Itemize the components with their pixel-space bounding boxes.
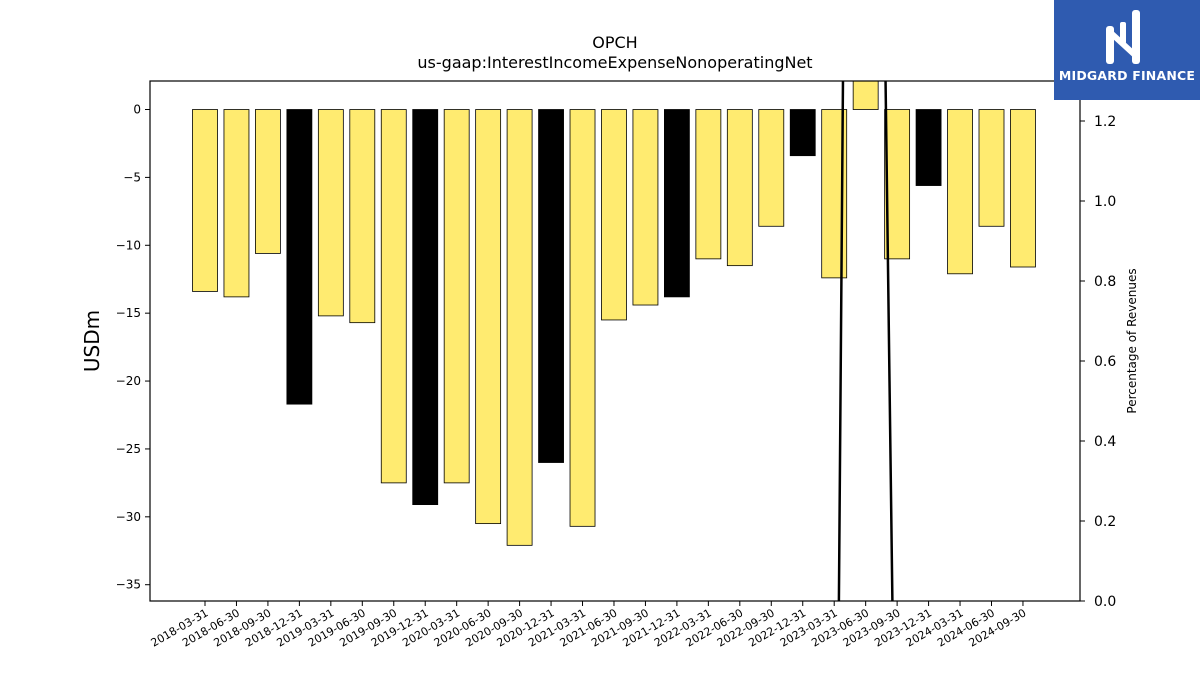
bar-2024-06-30 [978,109,1005,227]
y2-tick-label: 0.4 [1094,434,1116,450]
y2-axis-label: Percentage of Revenues [1125,268,1139,413]
bar-2021-06-30 [601,109,627,321]
y-tick-label: −25 [116,442,141,456]
bar-2019-09-30 [380,109,407,484]
bar-2024-09-30 [1010,109,1036,268]
midgard-logo-icon [1106,10,1140,64]
bar-2021-12-31 [664,109,690,298]
bar-2018-03-31 [192,109,218,292]
bar-2020-12-31 [538,109,564,463]
plot-frame [149,80,1081,602]
bar-2022-03-31 [695,109,722,260]
y-tick-label: −5 [123,170,141,184]
bar-2018-09-30 [255,109,281,254]
percentage-line [837,81,894,601]
logo-text: MIDGARD FINANCE [1058,68,1196,83]
bar-2018-12-31 [286,109,313,405]
x-axis: 2018-03-312018-06-302018-09-302018-12-31… [149,601,1028,650]
bar-2024-03-31 [947,109,973,275]
chart-subtitle: us-gaap:InterestIncomeExpenseNonoperatin… [417,53,812,72]
bar-2020-06-30 [475,109,502,525]
y2-tick-label: 0.8 [1094,274,1116,290]
y2-tick-label: 1.2 [1094,114,1116,130]
bar-2020-03-31 [443,109,470,484]
bar-2020-09-30 [506,109,533,546]
midgard-finance-logo: MIDGARD FINANCE [1054,0,1200,100]
bar-2021-03-31 [569,109,596,527]
y-tick-label: −20 [116,374,141,388]
y2-tick-label: 0.0 [1094,594,1116,610]
bar-2019-12-31 [412,109,439,506]
y2-tick-label: 1.0 [1094,194,1116,210]
chart-title: OPCH [592,33,637,52]
y-tick-label: −35 [116,578,141,592]
y-tick-label: −15 [116,306,141,320]
y2-tick-label: 0.6 [1094,354,1116,370]
bar-2019-03-31 [317,109,344,317]
percentage-line-group [837,81,894,601]
bar-2023-06-30 [852,81,879,110]
bar-2022-09-30 [758,109,785,227]
bar-2023-12-31 [915,109,942,186]
bar-2018-06-30 [223,109,250,298]
y-axis: 0 −5 −10 −15 −20 −25 −30 −35 [116,103,150,592]
bar-2021-09-30 [632,109,659,306]
bars-group [192,81,1036,546]
y-axis-label: USDm [80,310,104,372]
y-tick-label: −10 [116,238,141,252]
bar-2022-12-31 [789,109,816,157]
bar-2022-06-30 [726,109,753,267]
y-tick-label: −30 [116,510,141,524]
bar-2019-06-30 [349,109,376,324]
y2-axis: 0.0 0.2 0.4 0.6 0.8 1.0 1.2 [1080,114,1116,610]
y2-tick-label: 0.2 [1094,514,1116,530]
y-tick-label: 0 [133,103,141,117]
